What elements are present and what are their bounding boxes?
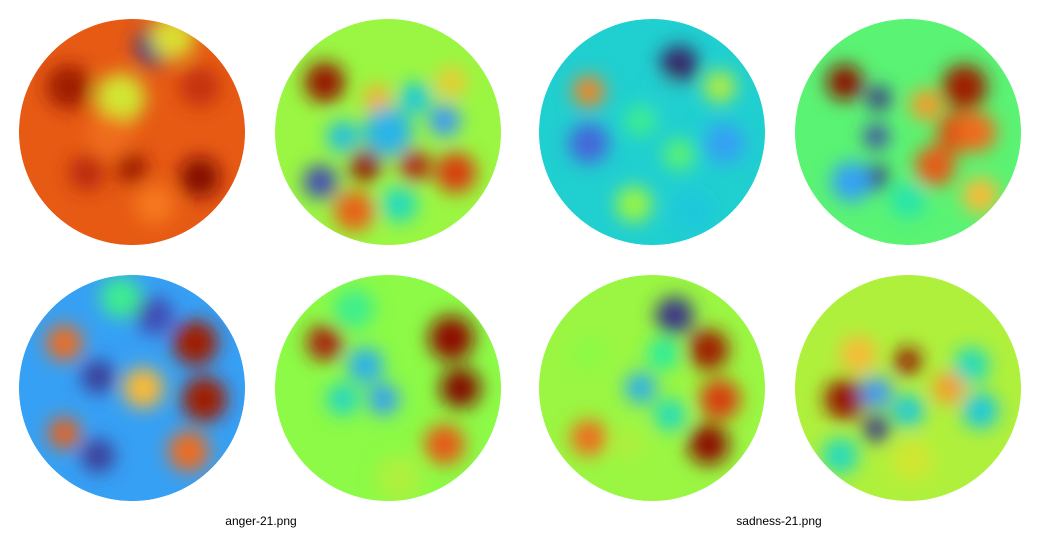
activation-blob [326, 120, 359, 153]
anger-map-2 [275, 19, 501, 245]
activation-blob [81, 359, 116, 394]
activation-blob [840, 336, 877, 373]
sadness-map-1 [539, 19, 765, 245]
activation-blob [831, 161, 872, 203]
activation-blob [439, 367, 481, 409]
activation-blob [306, 324, 343, 361]
activation-blob [822, 437, 859, 474]
activation-blob [570, 419, 607, 456]
activation-blob [866, 85, 892, 111]
activation-blob [122, 367, 164, 409]
activation-blob [953, 347, 990, 384]
activation-blob [376, 455, 422, 501]
anger-map-3 [19, 275, 245, 501]
activation-blob [910, 89, 942, 121]
activation-blob [349, 150, 382, 182]
activation-blob [116, 152, 148, 184]
activation-blob [962, 392, 999, 429]
sadness-map-2 [795, 19, 1021, 245]
activation-blob [95, 73, 146, 123]
activation-blob [363, 107, 413, 157]
activation-blob [81, 438, 116, 473]
activation-blob [955, 111, 997, 153]
activation-blob [914, 145, 956, 187]
activation-blob [428, 315, 474, 361]
activation-blob [624, 372, 657, 404]
activation-blob [889, 181, 927, 218]
activation-blob [172, 320, 218, 366]
activation-blob [962, 177, 999, 214]
activation-blob [168, 430, 209, 472]
activation-blob [326, 383, 359, 416]
activation-blob [613, 428, 646, 461]
activation-blob [688, 424, 729, 465]
activation-blob [399, 82, 431, 114]
activation-blob [150, 19, 196, 60]
activation-blob [68, 154, 105, 191]
anger-map-1 [19, 19, 245, 245]
activation-blob [435, 152, 477, 194]
activation-blob [428, 104, 461, 137]
activation-blob [892, 439, 933, 481]
activation-blob [347, 347, 384, 384]
activation-blob [363, 84, 391, 112]
activation-blob [647, 338, 680, 370]
sadness-map-4 [795, 275, 1021, 501]
activation-blob [645, 80, 682, 117]
activation-blob [333, 190, 375, 232]
activation-blob [615, 186, 652, 223]
activation-blob [303, 164, 338, 199]
activation-blob [399, 150, 431, 182]
activation-blob [860, 376, 893, 409]
activation-blob [703, 70, 736, 103]
activation-blob [624, 104, 657, 137]
activation-blob [381, 186, 418, 223]
activation-blob [659, 44, 699, 84]
caption-sadness: sadness-21.png [736, 514, 822, 528]
activation-blob [654, 399, 686, 431]
activation-blob [179, 66, 221, 108]
activation-blob [824, 378, 866, 420]
activation-blob [179, 156, 221, 198]
activation-blob [46, 64, 92, 110]
activation-blob [181, 376, 227, 422]
activation-blob [862, 415, 890, 443]
activation-blob [48, 417, 81, 450]
activation-blob [424, 424, 465, 465]
activation-blob [699, 378, 741, 420]
activation-blob [688, 329, 729, 370]
activation-blob [304, 61, 346, 103]
activation-blob [572, 75, 605, 108]
activation-blob [333, 288, 375, 330]
activation-blob [134, 183, 175, 225]
activation-blob [892, 394, 924, 427]
activation-blob [826, 64, 863, 101]
activation-blob [46, 324, 83, 361]
activation-blob [863, 124, 889, 149]
activation-blob [663, 138, 695, 171]
anger-map-4 [275, 275, 501, 501]
activation-blob [703, 122, 745, 164]
activation-blob [100, 277, 142, 318]
activation-blob [86, 113, 132, 160]
map-background [19, 19, 245, 245]
activation-blob [135, 296, 174, 335]
activation-blob [367, 383, 400, 416]
activation-blob [932, 372, 965, 404]
activation-blob [941, 64, 988, 110]
activation-blob [570, 336, 607, 373]
activation-blob [435, 66, 468, 99]
activation-blob [672, 190, 714, 232]
activation-blob [894, 347, 922, 375]
activation-blob [568, 122, 610, 164]
sadness-map-3 [539, 275, 765, 501]
activation-blob [655, 296, 694, 335]
caption-anger: anger-21.png [225, 514, 297, 528]
